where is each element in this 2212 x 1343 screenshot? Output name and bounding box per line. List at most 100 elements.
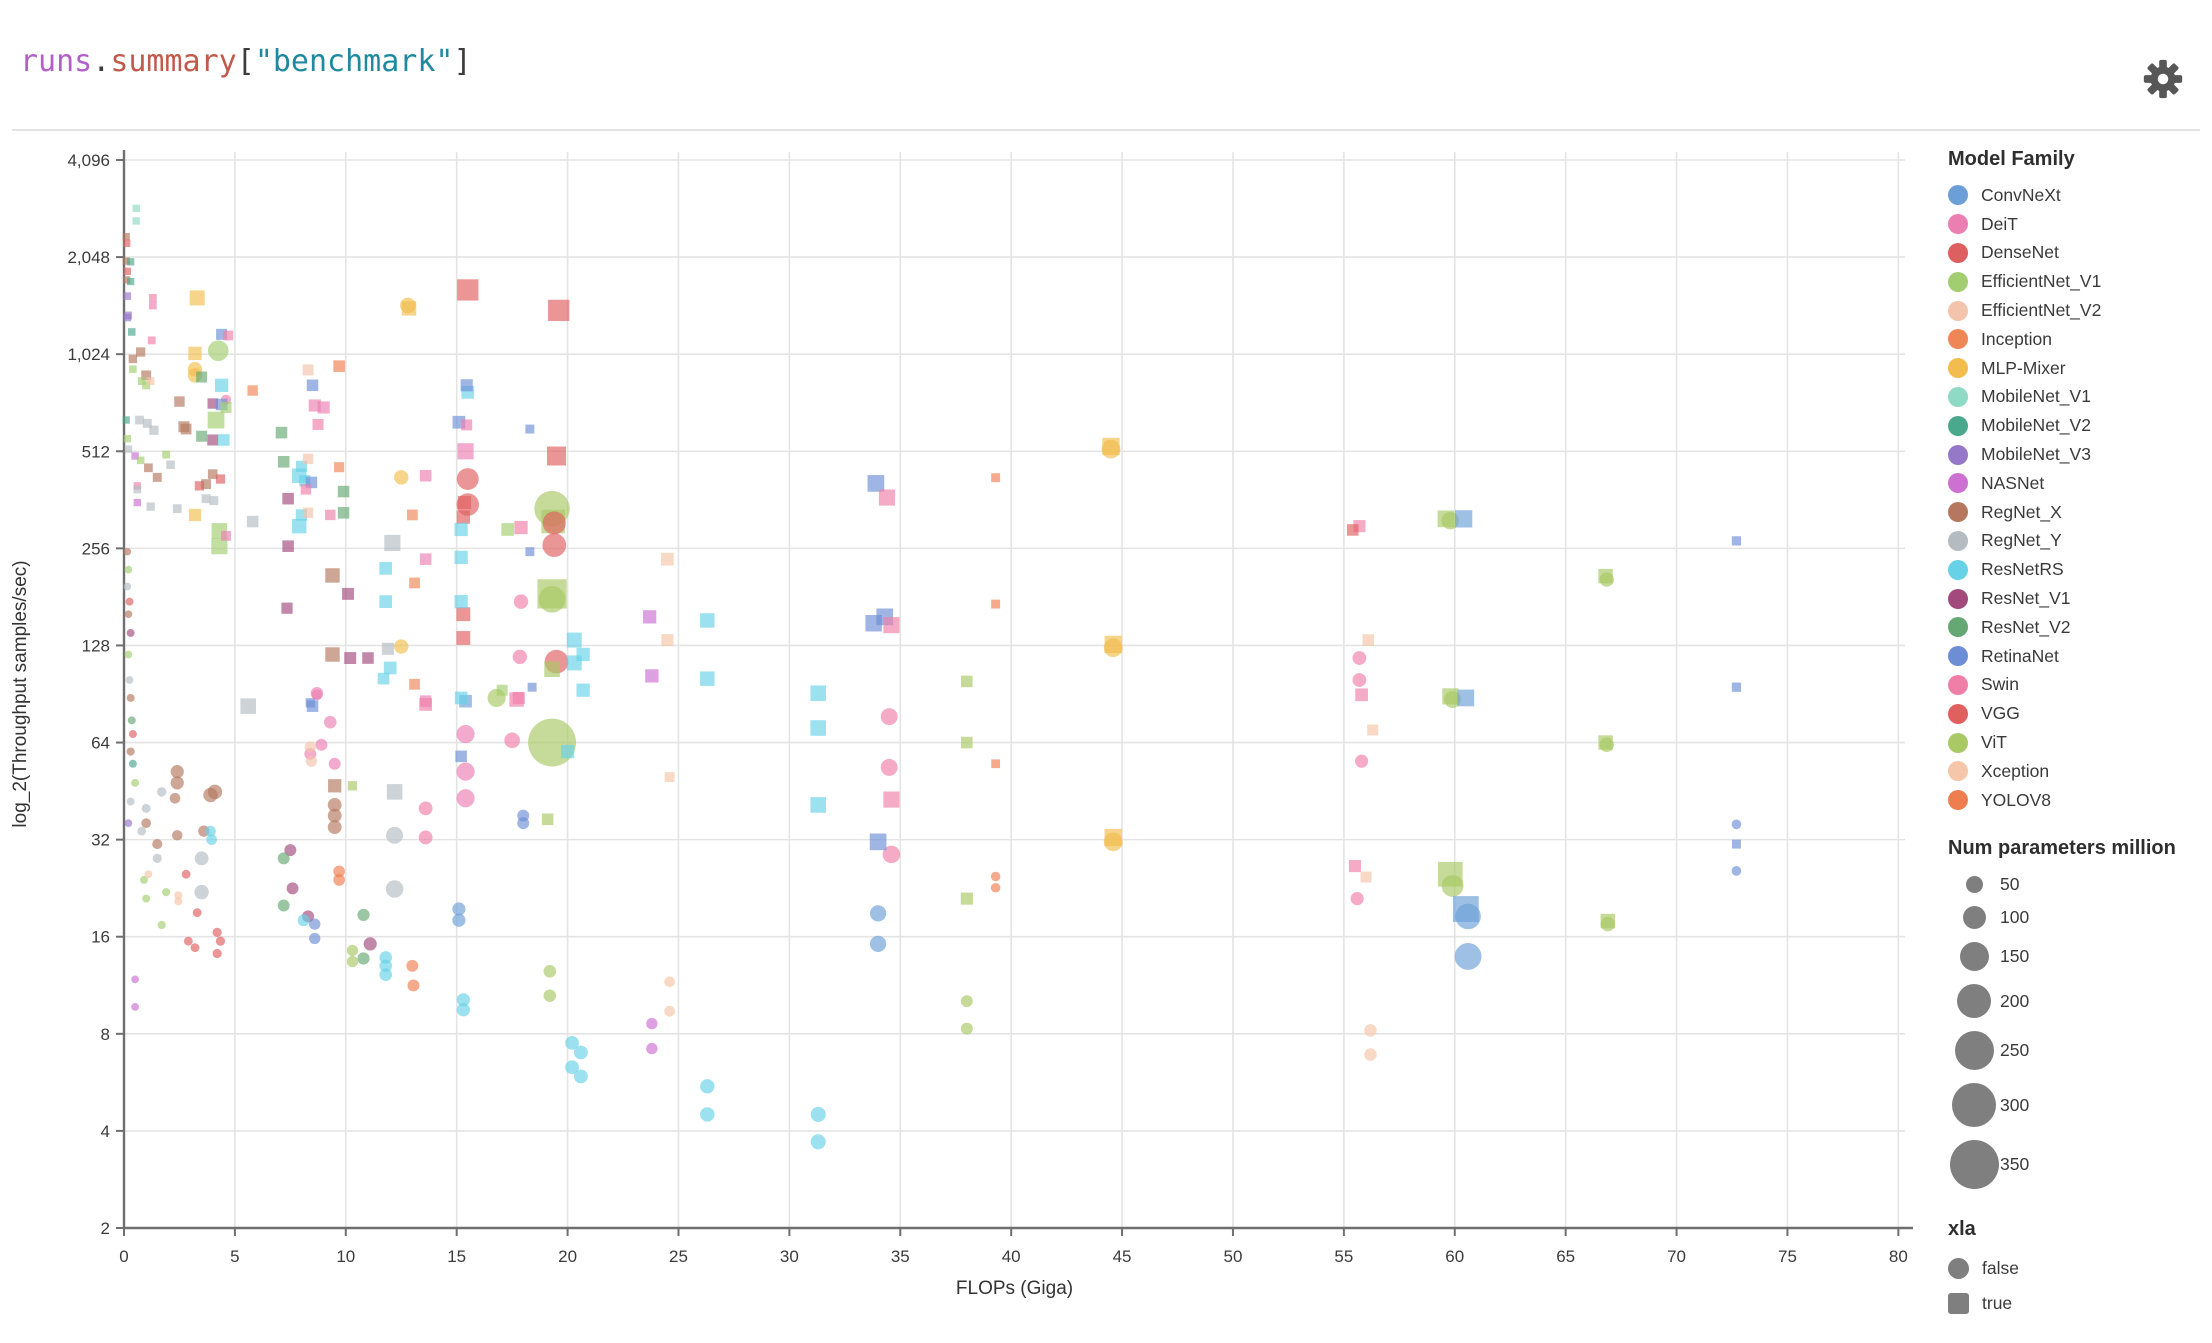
data-point-MLP-Mixer[interactable]: [189, 290, 205, 306]
data-point-ResNet_V2[interactable]: [196, 430, 208, 442]
data-point-ConvNeXt[interactable]: [452, 902, 466, 916]
data-point-RegNet_Y[interactable]: [124, 445, 133, 453]
data-point-RegNet_X[interactable]: [122, 232, 130, 241]
data-point-VGG[interactable]: [548, 299, 570, 322]
data-point-Xception[interactable]: [1362, 634, 1375, 646]
data-point-Swin[interactable]: [880, 708, 898, 726]
legend-size-item-50[interactable]: 50: [1948, 870, 2208, 900]
legend-item-MobileNet_V2[interactable]: MobileNet_V2: [1948, 411, 2208, 440]
data-point-MLP-Mixer[interactable]: [188, 508, 202, 522]
data-point-ResNetRS[interactable]: [566, 632, 582, 648]
data-point-Xception[interactable]: [661, 552, 674, 566]
data-point-ViT[interactable]: [961, 675, 973, 688]
data-point-RegNet_X[interactable]: [207, 469, 218, 479]
data-point-RegNet_X[interactable]: [124, 610, 133, 619]
data-point-DeiT[interactable]: [315, 738, 328, 751]
data-point-RegNet_X[interactable]: [174, 396, 185, 407]
legend-item-ConvNeXt[interactable]: ConvNeXt: [1948, 181, 2208, 210]
data-point-RetinaNet[interactable]: [216, 328, 228, 340]
data-point-RegNet_Y[interactable]: [209, 496, 219, 506]
data-point-DenseNet[interactable]: [194, 481, 205, 491]
data-point-ResNet_V2[interactable]: [127, 716, 136, 725]
legend-item-ViT[interactable]: ViT: [1948, 728, 2208, 757]
data-point-ViT[interactable]: [346, 955, 359, 968]
data-point-ResNetRS[interactable]: [810, 685, 826, 702]
data-point-ResNetRS[interactable]: [700, 1107, 715, 1122]
data-point-EfficientNet_V1[interactable]: [501, 523, 515, 536]
data-point-EfficientNet_V1[interactable]: [136, 456, 145, 465]
data-point-RegNet_Y[interactable]: [172, 504, 182, 513]
data-point-RegNet_X[interactable]: [122, 257, 130, 265]
data-point-MobileNet_V2[interactable]: [122, 416, 130, 424]
data-point-ViT[interactable]: [346, 944, 359, 957]
data-point-MobileNet_V2[interactable]: [128, 759, 137, 768]
data-point-ViT[interactable]: [1600, 916, 1616, 932]
data-point-VGG[interactable]: [457, 279, 479, 301]
data-point-EfficientNet_V1[interactable]: [142, 381, 151, 390]
data-point-EfficientNet_V1[interactable]: [162, 888, 171, 897]
data-point-RegNet_X[interactable]: [152, 472, 162, 482]
data-point-ViT[interactable]: [960, 892, 973, 905]
data-point-RegNet_Y[interactable]: [137, 826, 147, 836]
data-point-YOLOV8[interactable]: [991, 473, 1001, 483]
data-point-ResNetRS[interactable]: [454, 691, 468, 705]
data-point-RegNet_X[interactable]: [328, 779, 342, 793]
data-point-EfficientNet_V1[interactable]: [123, 435, 132, 443]
data-point-MobileNet_V1[interactable]: [132, 204, 140, 213]
legend-item-DenseNet[interactable]: DenseNet: [1948, 239, 2208, 268]
data-point-Swin[interactable]: [312, 418, 324, 430]
data-point-ViT[interactable]: [528, 718, 577, 767]
data-point-Swin[interactable]: [513, 594, 529, 609]
data-point-EfficientNet_V2[interactable]: [302, 507, 314, 519]
data-point-EfficientNet_V1[interactable]: [124, 565, 133, 574]
data-point-DeiT[interactable]: [221, 530, 231, 541]
data-point-YOLOV8[interactable]: [406, 959, 419, 972]
data-point-RegNet_X[interactable]: [325, 568, 340, 583]
data-point-DeiT[interactable]: [456, 789, 475, 808]
legend-item-Xception[interactable]: Xception: [1948, 757, 2208, 786]
data-point-RegNet_X[interactable]: [126, 693, 135, 702]
data-point-RetinaNet[interactable]: [865, 614, 882, 632]
data-point-Inception[interactable]: [409, 678, 420, 690]
data-point-VGG[interactable]: [456, 631, 471, 645]
data-point-RetinaNet[interactable]: [1731, 536, 1742, 546]
data-point-RegNet_Y[interactable]: [194, 851, 209, 866]
data-point-Inception[interactable]: [247, 385, 258, 396]
data-point-YOLOV8[interactable]: [333, 865, 345, 878]
data-point-RetinaNet[interactable]: [460, 379, 473, 392]
data-point-RetinaNet[interactable]: [455, 750, 467, 763]
data-point-ResNetRS[interactable]: [206, 834, 217, 845]
data-point-ViT[interactable]: [1599, 572, 1614, 587]
data-point-VGG[interactable]: [547, 446, 566, 466]
data-point-RetinaNet[interactable]: [527, 682, 537, 692]
data-point-ResNetRS[interactable]: [454, 550, 468, 565]
data-point-EfficientNet_V1[interactable]: [142, 894, 151, 903]
legend-item-VGG[interactable]: VGG: [1948, 699, 2208, 728]
data-point-Swin[interactable]: [883, 617, 900, 634]
data-point-YOLOV8[interactable]: [991, 599, 1001, 609]
data-point-RegNet_Y[interactable]: [152, 853, 162, 863]
data-point-EfficientNet_V1[interactable]: [162, 450, 171, 459]
data-point-Xception[interactable]: [174, 897, 183, 906]
data-point-VGG[interactable]: [456, 607, 471, 622]
data-point-RegNet_Y[interactable]: [126, 797, 135, 806]
data-point-NASNet[interactable]: [645, 669, 659, 683]
data-point-Inception[interactable]: [406, 509, 418, 521]
data-point-VGG[interactable]: [215, 936, 226, 946]
data-point-RegNet_Y[interactable]: [201, 494, 211, 504]
data-point-RegNet_Y[interactable]: [194, 884, 209, 900]
data-point-Swin[interactable]: [514, 520, 528, 535]
data-point-ResNetRS[interactable]: [560, 744, 575, 759]
data-point-RegNet_Y[interactable]: [135, 415, 144, 425]
data-point-ResNet_V1[interactable]: [282, 492, 294, 505]
data-point-ResNet_V1[interactable]: [344, 652, 357, 664]
legend-item-RegNet_X[interactable]: RegNet_X: [1948, 498, 2208, 527]
data-point-DenseNet[interactable]: [123, 267, 132, 276]
data-point-RegNet_X[interactable]: [141, 818, 152, 829]
legend-item-ResNet_V2[interactable]: ResNet_V2: [1948, 613, 2208, 642]
data-point-ResNetRS[interactable]: [379, 968, 393, 981]
data-point-Swin[interactable]: [878, 489, 896, 506]
data-point-ResNet_V1[interactable]: [284, 844, 297, 857]
data-point-ViT[interactable]: [960, 995, 973, 1008]
data-point-RetinaNet[interactable]: [306, 700, 319, 712]
